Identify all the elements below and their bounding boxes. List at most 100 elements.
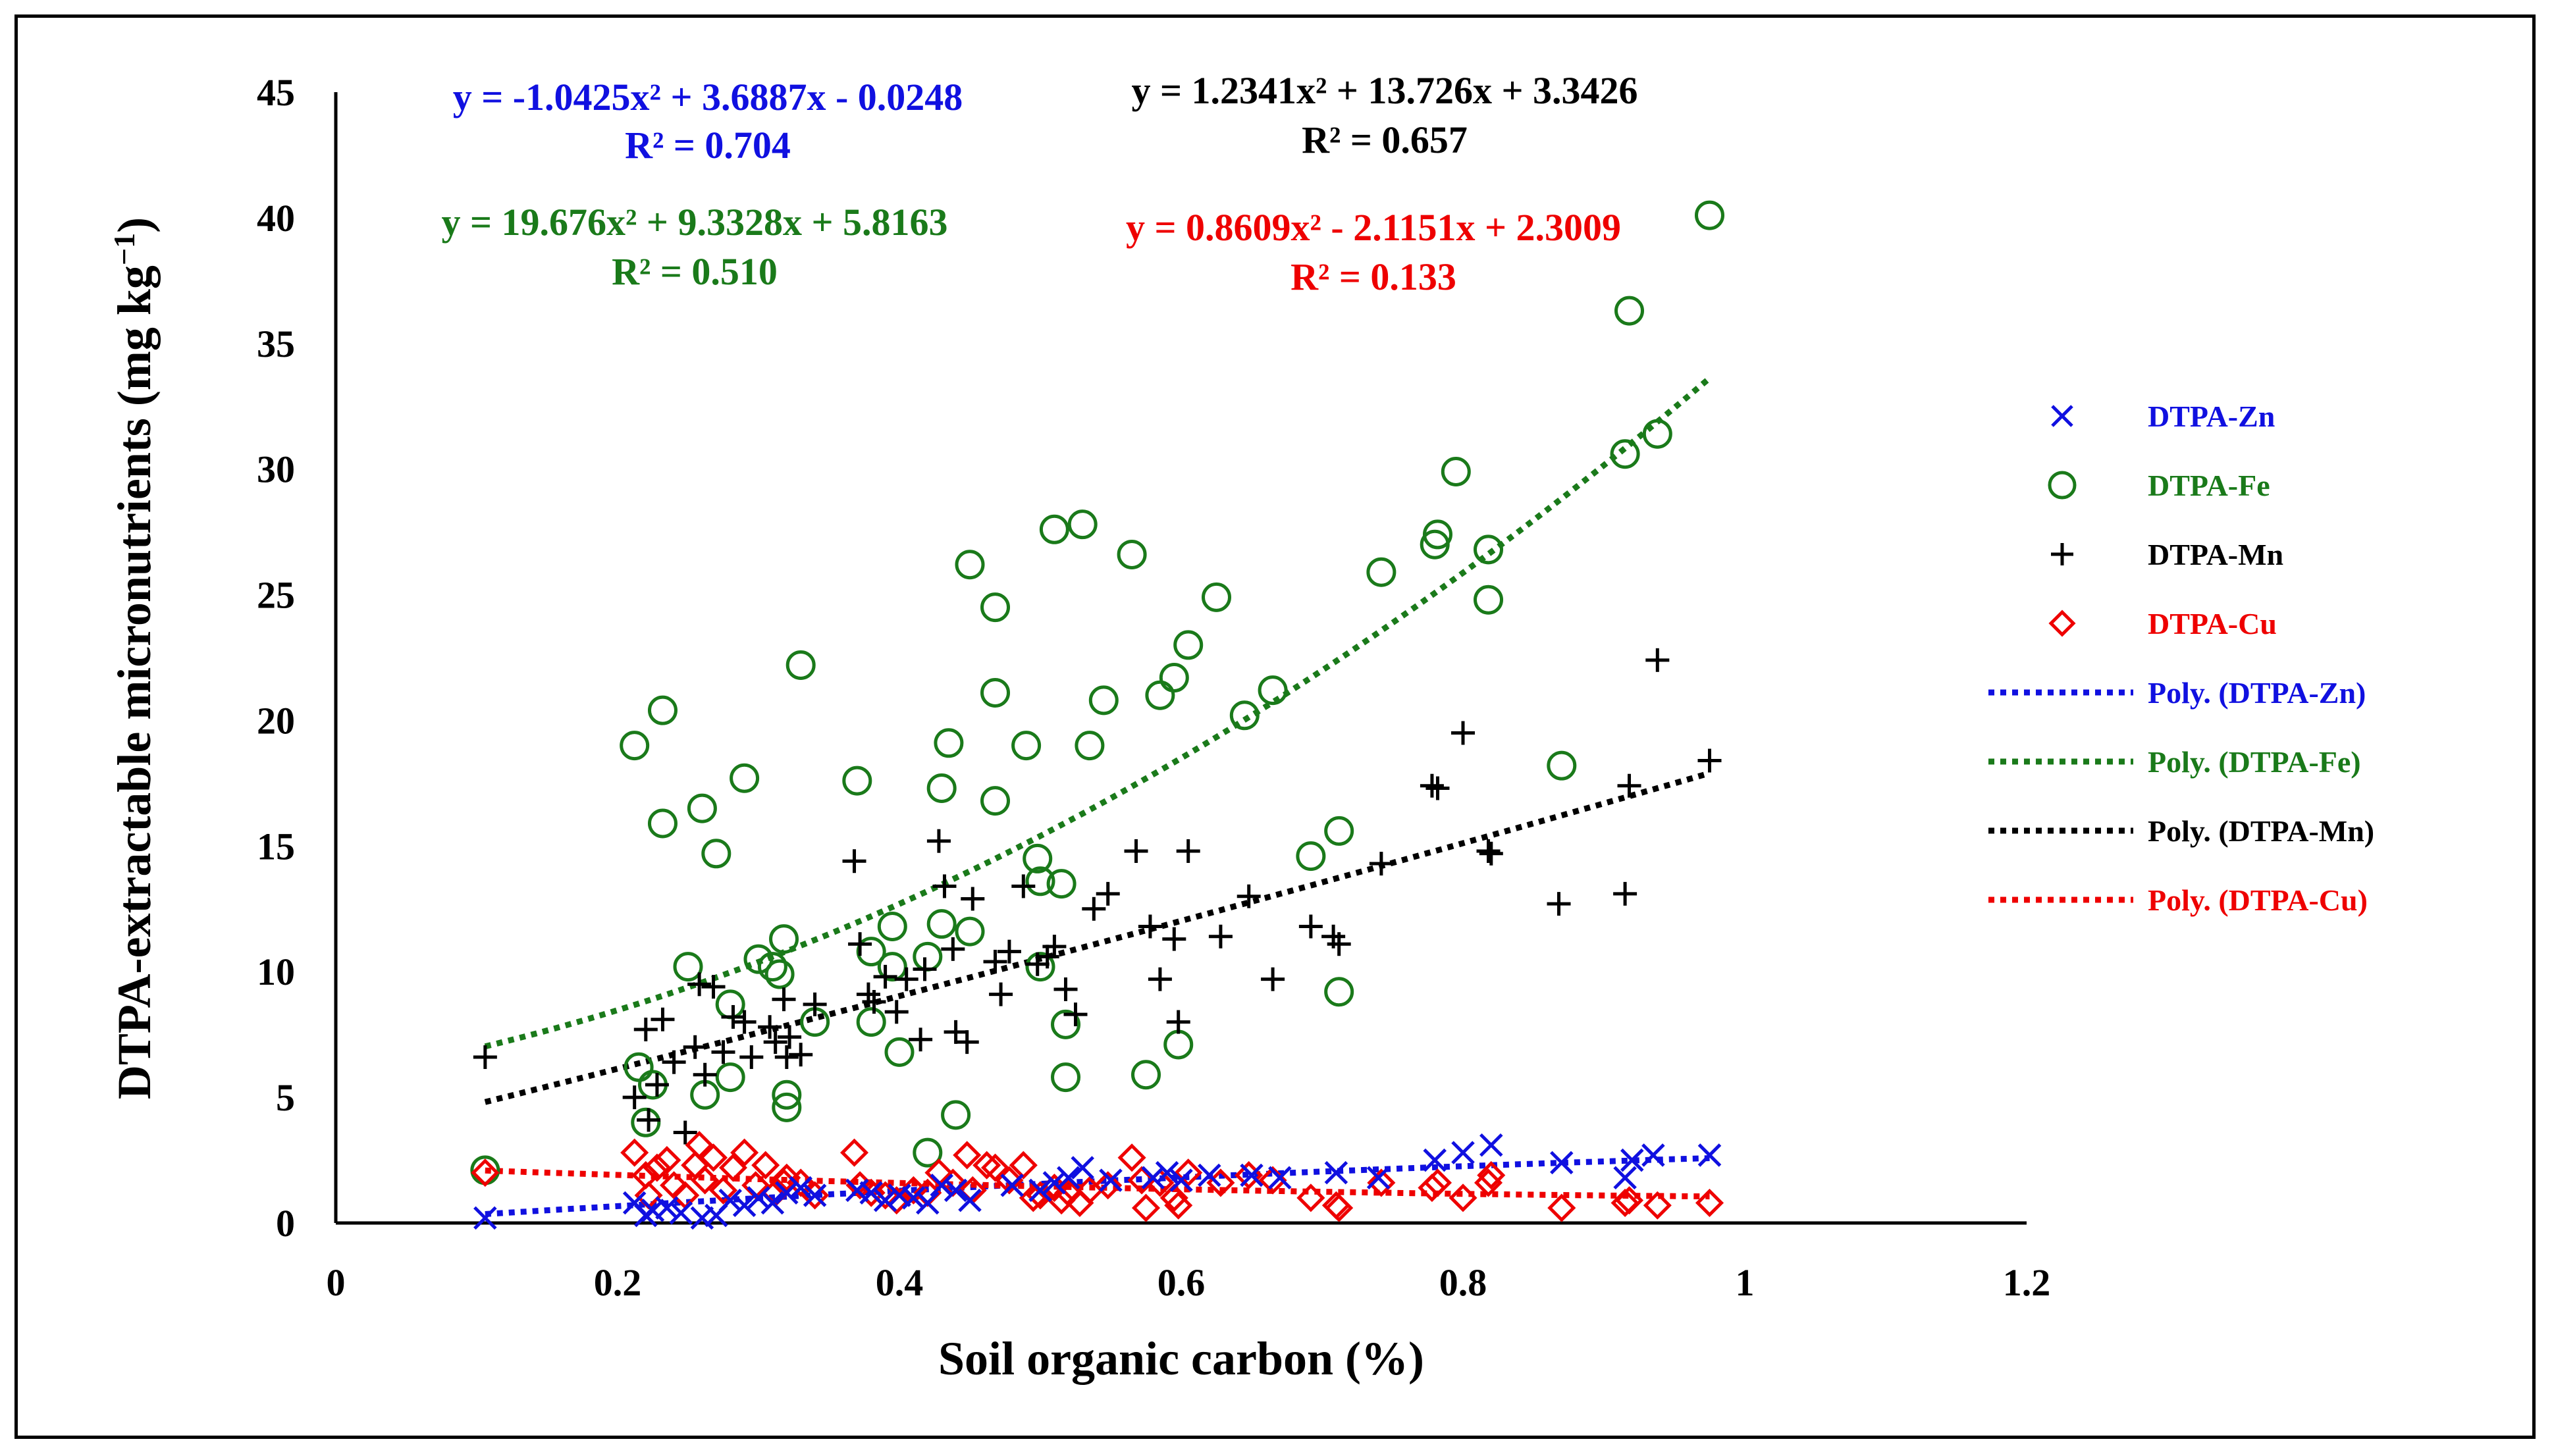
mn-point <box>989 982 1013 1006</box>
legend: DTPA-Zn DTPA-Fe DTPA-Mn DTPA-Cu Poly. (DTPA-… <box>1988 400 2374 917</box>
fe-point <box>941 1100 971 1130</box>
cu-point <box>1449 1183 1477 1212</box>
fe-point <box>769 924 799 954</box>
cu-point <box>718 1153 748 1182</box>
fe-point <box>934 728 964 758</box>
mn-point <box>645 1073 669 1097</box>
zn-point <box>1028 1178 1052 1203</box>
mn-point <box>941 937 965 961</box>
mn-point <box>1053 977 1078 1001</box>
fe-point <box>1695 200 1724 230</box>
zn-point-stroke-b <box>873 1188 897 1212</box>
fe-point <box>647 808 678 839</box>
y-tick-label: 40 <box>257 197 295 240</box>
y-tick-label: 30 <box>257 448 295 491</box>
zn-point <box>803 1183 827 1207</box>
chart-frame <box>14 14 2536 1439</box>
zn-point-stroke-b <box>1451 1141 1475 1164</box>
cu-point <box>1423 1168 1452 1197</box>
fe-point <box>785 650 816 680</box>
mn-point <box>1237 884 1261 908</box>
y-tick-labels: 0 5 10 15 20 25 30 35 40 45 <box>257 71 295 1245</box>
mn-point <box>1063 1002 1088 1027</box>
x-tick-label: 1.2 <box>2003 1261 2051 1304</box>
zn-point-stroke-b <box>1155 1160 1179 1185</box>
mn-point <box>894 967 918 991</box>
mn-point <box>1042 935 1067 959</box>
x-tick-label: 0.4 <box>876 1261 924 1304</box>
mn-point <box>758 1015 782 1039</box>
mn-point <box>926 829 951 853</box>
axes <box>334 92 2027 1225</box>
mn-point <box>913 957 937 981</box>
fe-point <box>1117 539 1147 569</box>
zn-point <box>1423 1148 1447 1172</box>
y-tick-label: 35 <box>257 323 295 365</box>
fe-point <box>701 839 732 869</box>
fe-point <box>757 952 787 982</box>
zn-point <box>718 1188 742 1212</box>
cu-point <box>1117 1143 1146 1172</box>
zn-point-stroke-b <box>1697 1143 1722 1167</box>
legend-label: DTPA-Fe <box>2148 469 2270 502</box>
y-tick-label: 20 <box>257 699 295 742</box>
zn-point-stroke-b <box>718 1188 742 1212</box>
cu-point <box>1643 1191 1672 1220</box>
zn-point-stroke-b <box>1141 1166 1165 1190</box>
mn-point <box>1697 748 1722 773</box>
mn-point <box>1082 897 1106 921</box>
mn-trendline <box>484 770 1711 1105</box>
fe-point <box>842 766 872 796</box>
fe-point <box>1025 866 1055 897</box>
mn-point <box>1138 914 1162 939</box>
zn-point <box>1451 1141 1475 1164</box>
mn-point <box>774 1045 799 1070</box>
mn-point <box>848 932 872 956</box>
fe-point <box>1025 952 1055 982</box>
fe-point <box>1474 585 1504 615</box>
cu-point <box>772 1163 801 1192</box>
mn-point <box>862 990 886 1014</box>
legend-item-fe-marker: DTPA-Fe <box>2048 469 2270 502</box>
zn-point <box>669 1201 693 1225</box>
zn-point <box>1000 1173 1024 1197</box>
zn-point-stroke-b <box>690 1206 714 1230</box>
mn-point <box>961 887 985 911</box>
mn-point <box>1451 721 1475 745</box>
fe-point <box>715 1062 745 1093</box>
y-axis-title-close: ) <box>108 217 161 233</box>
zn-point <box>732 1193 757 1218</box>
zn-point-stroke-b <box>1000 1173 1024 1197</box>
mn-point <box>1613 881 1637 906</box>
mn-point <box>842 849 866 873</box>
zn-point <box>1240 1163 1264 1187</box>
zn-point-stroke-b <box>1423 1148 1447 1172</box>
mn-point <box>1124 839 1148 863</box>
legend-item-cu-marker: DTPA-Cu <box>2048 607 2277 640</box>
legend-label: DTPA-Mn <box>2148 538 2283 571</box>
legend-label: DTPA-Cu <box>2148 607 2277 640</box>
zn-r2: R² = 0.704 <box>625 124 791 167</box>
legend-zn-marker-icon-stroke-b <box>2051 405 2073 427</box>
fe-point <box>1145 680 1175 710</box>
mn-point <box>1298 914 1323 939</box>
fe-point <box>926 773 957 804</box>
fe-point <box>1441 456 1471 486</box>
mn-point <box>1261 967 1285 991</box>
mn-point <box>873 964 897 989</box>
zn-point <box>1169 1168 1193 1192</box>
fe-point <box>730 763 760 793</box>
mn-point <box>997 939 1021 964</box>
y-tick-label: 10 <box>257 950 295 993</box>
zn-point <box>747 1186 770 1210</box>
fe-point <box>772 1092 802 1122</box>
cu-point <box>980 1153 1010 1182</box>
fe-point <box>620 731 650 761</box>
fe-point <box>1258 675 1288 706</box>
cu-point <box>839 1138 869 1167</box>
fe-point <box>1173 630 1204 660</box>
legend-label: Poly. (DTPA-Zn) <box>2148 676 2366 710</box>
zn-point-stroke-b <box>1240 1163 1264 1187</box>
fe-point <box>1051 1009 1081 1039</box>
mn-point <box>673 1120 697 1145</box>
